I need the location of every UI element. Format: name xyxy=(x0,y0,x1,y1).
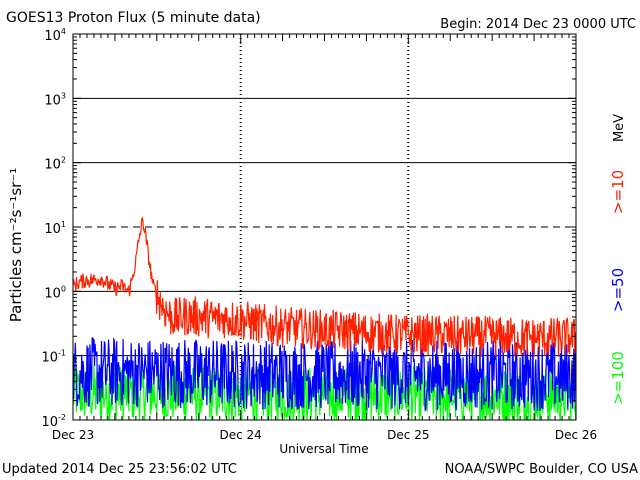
y-tick-label-exponent: 1 xyxy=(61,220,66,229)
y-tick-label-base: 10 xyxy=(44,93,61,108)
x-tick-label: Dec 24 xyxy=(220,428,262,442)
y-tick-label-base: 10 xyxy=(41,351,58,366)
chart-title: GOES13 Proton Flux (5 minute data) xyxy=(6,10,261,26)
y-tick-label: 103 xyxy=(44,91,66,108)
y-tick-label: 101 xyxy=(44,220,66,237)
y-tick-label-exponent: -1 xyxy=(58,349,66,358)
y-tick-label: 10-2 xyxy=(41,413,66,430)
series-line-ge50 xyxy=(73,337,576,413)
y-tick-label-base: 10 xyxy=(44,158,61,173)
y-tick-label-base: 10 xyxy=(44,286,61,301)
x-tick-label: Dec 26 xyxy=(555,428,597,442)
x-tick-label: Dec 25 xyxy=(387,428,429,442)
y-tick-label-exponent: 0 xyxy=(61,284,66,293)
y-tick-label: 102 xyxy=(44,156,66,173)
y-tick-label-base: 10 xyxy=(41,415,58,430)
updated-timestamp: Updated 2014 Dec 25 23:56:02 UTC xyxy=(2,462,237,477)
y-tick-label: 100 xyxy=(44,284,66,301)
y-tick-label: 104 xyxy=(44,27,66,44)
y-tick-label: 10-1 xyxy=(41,349,66,366)
legend-ge100: >=100 xyxy=(609,351,627,405)
y-tick-label-exponent: 2 xyxy=(61,156,66,165)
y-tick-label-base: 10 xyxy=(44,29,61,44)
y-tick-label-exponent: -2 xyxy=(58,413,66,422)
x-tick-label: Dec 23 xyxy=(52,428,94,442)
y-tick-label-base: 10 xyxy=(44,222,61,237)
y-axis-label: Particles cm⁻²s⁻¹sr⁻¹ xyxy=(7,168,25,322)
x-axis-label: Universal Time xyxy=(279,442,368,456)
y-tick-label-exponent: 4 xyxy=(61,27,66,36)
legend-ge50: >=50 xyxy=(609,268,627,312)
begin-time-label: Begin: 2014 Dec 23 0000 UTC xyxy=(440,17,636,32)
credit-label: NOAA/SWPC Boulder, CO USA xyxy=(445,462,638,477)
legend-unit-mev: MeV xyxy=(612,114,627,142)
y-tick-label-exponent: 3 xyxy=(61,91,66,100)
legend-ge10: >=10 xyxy=(609,170,627,214)
series-line-ge10 xyxy=(73,216,576,358)
